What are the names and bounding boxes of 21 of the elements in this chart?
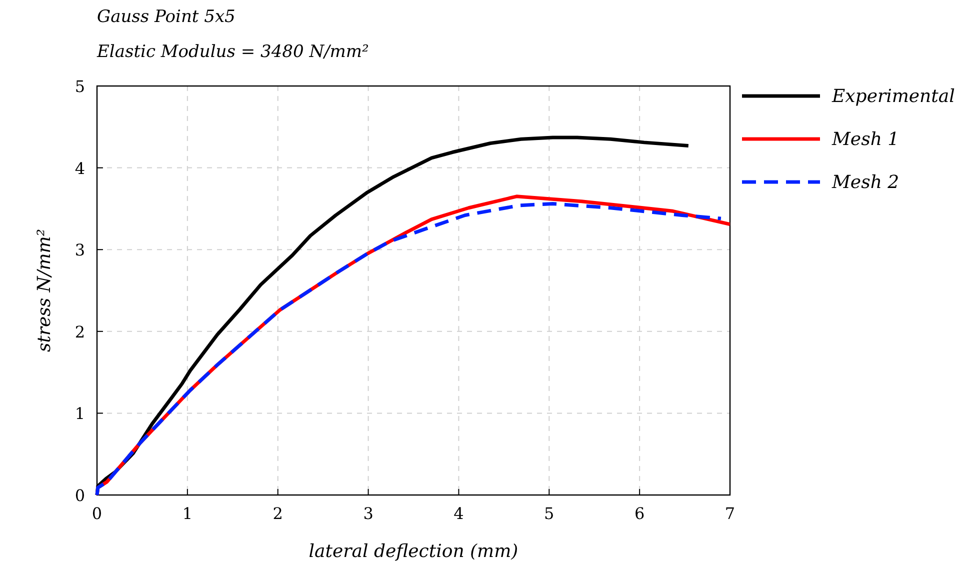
x-tick-label: 4 <box>454 504 464 523</box>
y-tick-label: 4 <box>74 158 85 178</box>
y-tick-label: 1 <box>74 404 85 424</box>
y-tick-label: 2 <box>74 322 85 342</box>
x-axis-title: lateral deflection (mm) <box>308 541 518 562</box>
legend-label: Mesh 1 <box>831 129 900 150</box>
x-tick-label: 5 <box>544 504 554 523</box>
x-tick-label: 7 <box>724 504 736 523</box>
legend-label: Mesh 2 <box>831 172 900 193</box>
x-tick-label: 2 <box>272 504 283 523</box>
y-tick-label: 5 <box>74 77 85 96</box>
y-tick-label: 3 <box>74 240 85 260</box>
x-tick-label: 0 <box>92 504 102 523</box>
x-tick-label: 1 <box>182 504 193 523</box>
chart-title: Gauss Point 5x5 <box>97 7 236 27</box>
x-tick-label: 6 <box>634 504 645 523</box>
y-tick-label: 0 <box>74 486 85 505</box>
legend-label: Experimental <box>831 86 956 107</box>
chart-subtitle: Elastic Modulus = 3480 N/mm² <box>96 42 370 62</box>
y-axis-title: stress N/mm² <box>34 228 55 352</box>
x-tick-label: 3 <box>363 504 374 523</box>
